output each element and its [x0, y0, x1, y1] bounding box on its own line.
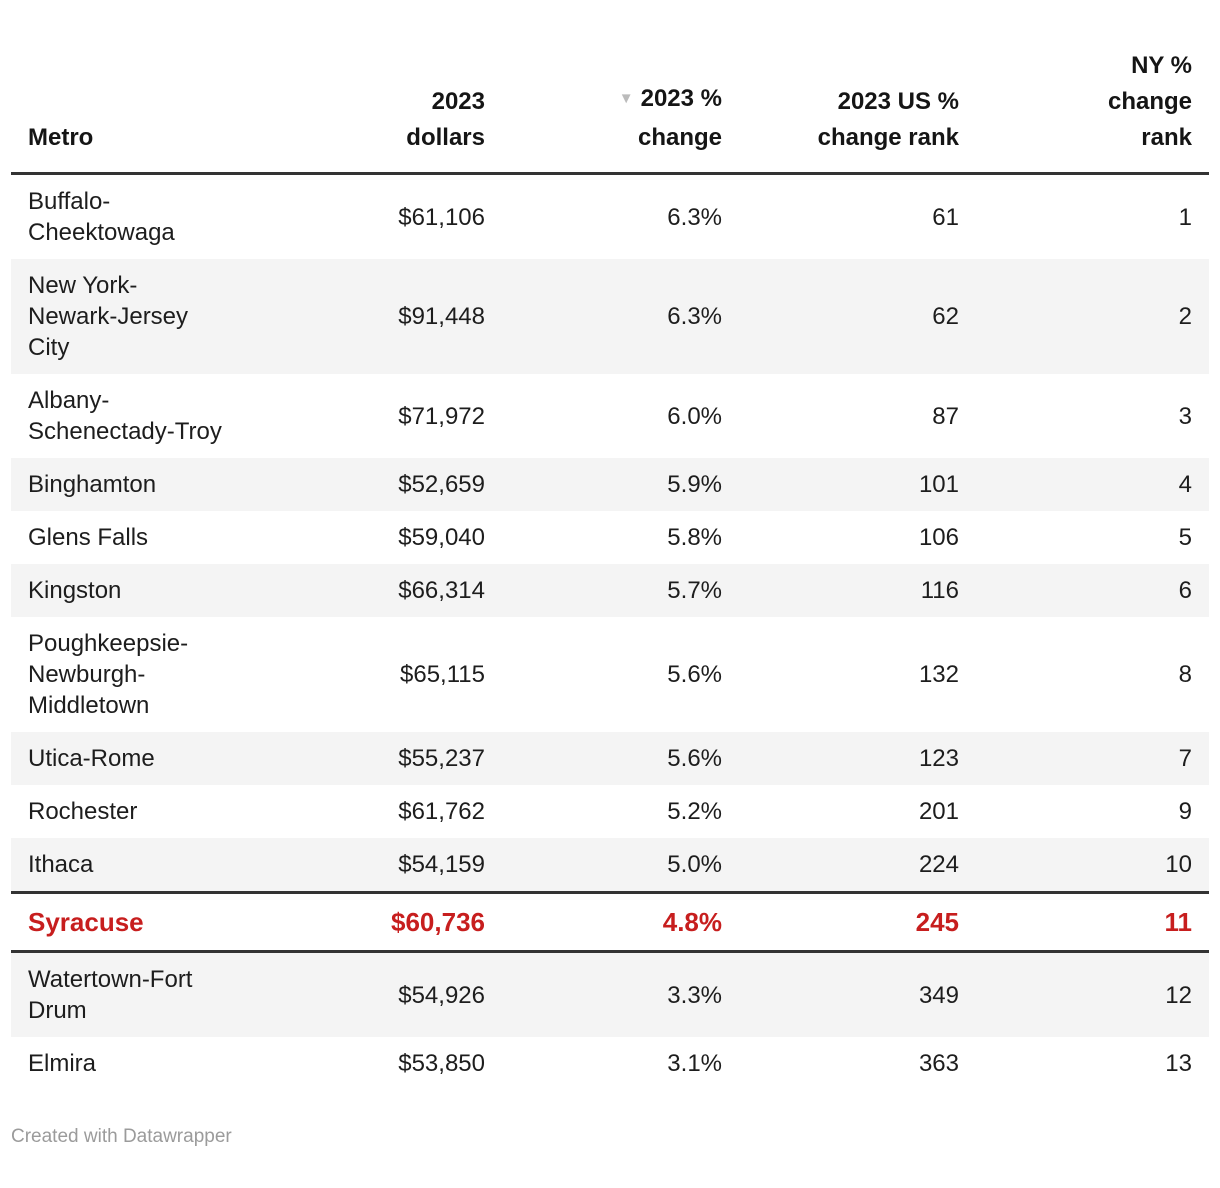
metro-cell: Buffalo- Cheektowaga [28, 188, 175, 246]
ny-rank-cell: 9 [1178, 798, 1192, 825]
us-rank-cell: 106 [918, 524, 959, 551]
ny-rank-cell: 6 [1178, 577, 1192, 604]
us-rank-cell: 349 [918, 981, 959, 1009]
us-rank-cell: 224 [918, 851, 959, 878]
table-row: Poughkeepsie- Newburgh- Middletown $65,1… [11, 617, 1209, 732]
us-rank-cell: 87 [932, 402, 959, 430]
metro-cell: Poughkeepsie- Newburgh- Middletown [28, 630, 189, 719]
table-row: Kingston $66,314 5.7% 116 6 [11, 564, 1209, 617]
metro-cell: Binghamton [28, 471, 157, 498]
dollars-cell: $61,106 [398, 203, 485, 231]
ny-rank-cell: 10 [1165, 851, 1192, 878]
col-header-ny-change-rank[interactable]: NY % change rank [972, 28, 1209, 175]
table-row: Glens Falls $59,040 5.8% 106 5 [11, 511, 1209, 564]
pct-change-cell: 5.2% [667, 798, 722, 825]
table-row: Buffalo- Cheektowaga $61,106 6.3% 61 1 [11, 174, 1209, 260]
pct-change-cell: 5.6% [667, 745, 722, 772]
us-rank-cell: 201 [918, 798, 959, 825]
metro-cell: Glens Falls [28, 524, 149, 551]
col-header-ny-change-rank-label: NY % change rank [1107, 52, 1192, 151]
col-header-us-change-rank[interactable]: 2023 US % change rank [735, 28, 972, 175]
us-rank-cell: 363 [918, 1050, 959, 1077]
metro-cell: Elmira [28, 1050, 97, 1077]
chart-footer: Created with Datawrapper [11, 1126, 1220, 1148]
us-rank-cell: 62 [932, 303, 959, 330]
ny-rank-cell: 7 [1178, 745, 1192, 772]
dollars-cell: $59,040 [398, 524, 485, 551]
dollars-cell: $54,159 [398, 851, 485, 878]
us-rank-cell: 245 [915, 907, 959, 937]
dollars-cell: $61,762 [398, 798, 485, 825]
ny-rank-cell: 13 [1165, 1050, 1192, 1077]
col-header-us-change-rank-label: 2023 US % change rank [817, 88, 959, 151]
metro-cell: Rochester [28, 798, 138, 825]
pct-change-cell: 4.8% [662, 907, 722, 937]
col-header-2023-dollars[interactable]: 2023 dollars [261, 28, 498, 175]
us-rank-cell: 61 [932, 203, 959, 231]
table-row-highlighted-syracuse: Syracuse $60,736 4.8% 245 11 [11, 892, 1209, 952]
us-rank-cell: 123 [918, 745, 959, 772]
ny-rank-cell: 4 [1178, 471, 1192, 498]
pct-change-cell: 6.3% [667, 303, 722, 330]
dollars-cell: $91,448 [398, 303, 485, 330]
sort-descending-icon: ▼ [618, 90, 634, 107]
ny-rank-cell: 2 [1178, 303, 1192, 330]
dollars-cell: $66,314 [398, 577, 485, 604]
metro-cell: Utica-Rome [28, 745, 155, 772]
ny-rank-cell: 5 [1178, 524, 1192, 551]
dollars-cell: $65,115 [400, 661, 485, 688]
metro-income-table-wrap: Metro 2023 dollars ▼ 2023 % change 2023 U… [11, 28, 1209, 1090]
ny-rank-cell: 1 [1178, 203, 1192, 231]
pct-change-cell: 5.6% [667, 661, 722, 688]
table-row: Ithaca $54,159 5.0% 224 10 [11, 838, 1209, 893]
pct-change-cell: 6.0% [667, 402, 722, 430]
pct-change-cell: 5.0% [667, 851, 722, 878]
dollars-cell: $71,972 [398, 402, 485, 430]
datawrapper-attribution-link[interactable]: Created with Datawrapper [11, 1126, 232, 1147]
pct-change-cell: 3.3% [667, 981, 722, 1009]
ny-rank-cell: 11 [1164, 907, 1193, 937]
us-rank-cell: 132 [918, 661, 959, 688]
pct-change-cell: 5.9% [667, 471, 722, 498]
pct-change-cell: 6.3% [667, 203, 722, 231]
metro-cell: Syracuse [28, 907, 144, 937]
table-row: Elmira $53,850 3.1% 363 13 [11, 1037, 1209, 1090]
dollars-cell: $53,850 [398, 1050, 485, 1077]
metro-cell: Watertown-Fort Drum [28, 966, 193, 1024]
pct-change-cell: 5.7% [667, 577, 722, 604]
metro-income-table: Metro 2023 dollars ▼ 2023 % change 2023 U… [11, 28, 1209, 1090]
col-header-metro[interactable]: Metro [11, 28, 261, 175]
ny-rank-cell: 3 [1178, 402, 1192, 430]
col-header-2023-pct-change[interactable]: ▼ 2023 % change [498, 28, 735, 175]
dollars-cell: $60,736 [391, 907, 485, 937]
metro-cell: New York- Newark-Jersey City [28, 272, 189, 361]
table-row: New York- Newark-Jersey City $91,448 6.3… [11, 259, 1209, 374]
pct-change-cell: 3.1% [667, 1050, 722, 1077]
us-rank-cell: 116 [920, 577, 959, 604]
ny-rank-cell: 8 [1178, 661, 1192, 688]
table-row: Albany- Schenectady-Troy $71,972 6.0% 87… [11, 374, 1209, 458]
us-rank-cell: 101 [918, 471, 959, 498]
pct-change-cell: 5.8% [667, 524, 722, 551]
dollars-cell: $54,926 [398, 981, 485, 1009]
header-row: Metro 2023 dollars ▼ 2023 % change 2023 U… [11, 28, 1209, 175]
table-row: Utica-Rome $55,237 5.6% 123 7 [11, 732, 1209, 785]
ny-rank-cell: 12 [1165, 981, 1192, 1009]
metro-cell: Kingston [28, 577, 122, 604]
col-header-2023-pct-change-label: 2023 % change [637, 85, 722, 151]
metro-cell: Albany- Schenectady-Troy [28, 387, 222, 445]
col-header-2023-dollars-label: 2023 dollars [406, 88, 485, 151]
metro-cell: Ithaca [28, 851, 94, 878]
dollars-cell: $55,237 [398, 745, 485, 772]
table-row: Watertown-Fort Drum $54,926 3.3% 349 12 [11, 951, 1209, 1037]
table-row: Binghamton $52,659 5.9% 101 4 [11, 458, 1209, 511]
table-row: Rochester $61,762 5.2% 201 9 [11, 785, 1209, 838]
dollars-cell: $52,659 [398, 471, 485, 498]
